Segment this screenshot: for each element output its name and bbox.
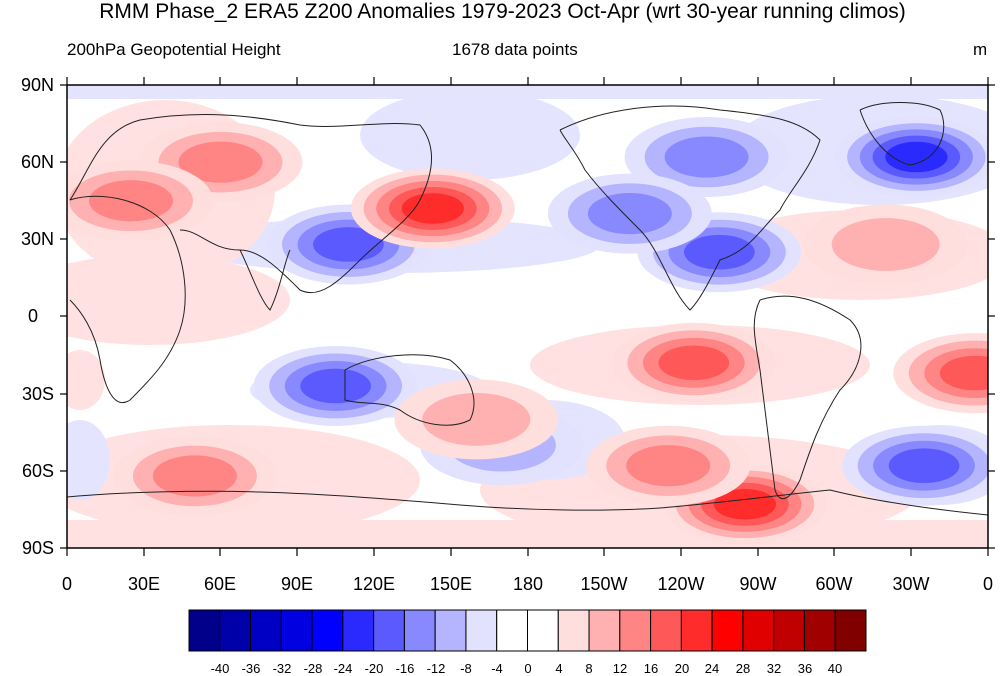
plot-title: RMM Phase_2 ERA5 Z200 Anomalies 1979-202…	[99, 0, 906, 23]
lat-label-30s: 30S	[21, 384, 54, 404]
negative-anomaly-contour	[888, 448, 960, 484]
colorbar-swatch	[250, 609, 282, 652]
colorbar-swatch	[373, 609, 405, 652]
positive-anomaly-contour	[658, 345, 730, 381]
lat-label-eq: 0	[27, 306, 38, 326]
colorbar-swatch	[557, 609, 590, 652]
positive-anomaly-contour	[713, 488, 777, 520]
anomaly-features	[67, 117, 988, 545]
positive-anomaly-contour	[422, 392, 531, 446]
lat-label-90n: 90N	[20, 75, 54, 95]
colorbar-swatch	[496, 609, 528, 652]
colorbar-swatch	[403, 609, 436, 652]
lon-label-150e: 150E	[429, 574, 473, 594]
lon-tick-marks	[66, 77, 989, 556]
colorbar-label: 0	[524, 661, 532, 676]
colorbar-swatch	[773, 609, 805, 652]
lat-tick-marks	[60, 84, 995, 549]
colorbar-label: -12	[426, 661, 446, 676]
colorbar-swatch	[742, 609, 775, 652]
colorbar-swatch	[219, 609, 252, 652]
colorbar-swatch	[311, 609, 344, 652]
positive-anomaly-contour	[831, 218, 940, 271]
colorbar-label: 16	[643, 661, 659, 676]
lat-label-90s: 90S	[21, 538, 54, 558]
colorbar-label: -40	[210, 661, 230, 676]
colorbar-label: 4	[555, 661, 563, 676]
colorbar-label: -16	[395, 661, 415, 676]
colorbar-label: 32	[766, 661, 782, 676]
colorbar-swatch	[465, 609, 498, 652]
lon-label-0: 0	[61, 574, 72, 594]
lon-label-0-east: 0	[982, 574, 993, 594]
lon-label-120w: 120W	[657, 574, 705, 594]
negative-anomaly-contour	[684, 234, 755, 270]
lon-label-90w: 90W	[739, 574, 777, 594]
colorbar-label: -24	[333, 661, 353, 676]
lon-label-180: 180	[512, 574, 544, 594]
colorbar-swatch	[680, 609, 713, 652]
negative-anomaly-contour	[313, 227, 384, 262]
positive-anomaly-contour	[152, 455, 237, 497]
colorbar-label: 12	[612, 661, 628, 676]
lat-label-30n: 30N	[20, 229, 54, 249]
lon-label-120e: 120E	[352, 574, 396, 594]
lon-label-30e: 30E	[127, 574, 161, 594]
colorbar-label: 28	[735, 661, 751, 676]
colorbar-label: 20	[674, 661, 690, 676]
colorbar-swatch	[650, 609, 682, 652]
positive-anomaly-contour	[88, 180, 173, 222]
colorbar-swatch	[803, 609, 836, 652]
positive-anomaly-contour	[939, 355, 988, 391]
lon-label-30w: 30W	[892, 574, 930, 594]
negative-anomaly-contour	[587, 193, 672, 235]
colorbar-label: -4	[491, 661, 503, 676]
colorbar-swatch	[342, 609, 375, 652]
left-subtitle: 200hPa Geopotential Height	[67, 40, 281, 59]
positive-anomaly-contour	[178, 141, 263, 183]
colorbar	[188, 609, 867, 652]
units-label: m	[973, 40, 988, 59]
lon-label-150w: 150W	[580, 574, 628, 594]
colorbar-swatch	[619, 609, 652, 652]
center-subtitle: 1678 data points	[452, 40, 578, 59]
lat-label-60n: 60N	[20, 152, 54, 172]
colorbar-label: -20	[364, 661, 384, 676]
colorbar-label: -36	[241, 661, 261, 676]
colorbar-swatch	[711, 609, 744, 652]
positive-anomaly-contour	[626, 445, 711, 487]
colorbar-label: 8	[585, 661, 593, 676]
coastlines	[67, 102, 988, 516]
colorbar-label: 40	[827, 661, 843, 676]
negative-anomaly-contour	[664, 136, 749, 178]
colorbar-swatch	[527, 609, 559, 652]
lat-label-60s: 60S	[21, 461, 54, 481]
colorbar-label: 36	[797, 661, 813, 676]
lon-label-90e: 90E	[280, 574, 314, 594]
lon-label-60e: 60E	[203, 574, 237, 594]
colorbar-label: -32	[272, 661, 292, 676]
colorbar-label: 24	[704, 661, 720, 676]
colorbar-swatch	[188, 609, 221, 652]
colorbar-label: -8	[460, 661, 472, 676]
positive-anomaly-contour	[401, 193, 464, 224]
lon-label-60w: 60W	[815, 574, 853, 594]
negative-anomaly-contour	[885, 141, 948, 173]
colorbar-swatch	[280, 609, 313, 652]
colorbar-swatch	[834, 609, 867, 652]
negative-anomaly-contour	[300, 368, 371, 404]
colorbar-swatch	[588, 609, 621, 652]
colorbar-label: -28	[303, 661, 323, 676]
colorbar-swatch	[434, 609, 467, 652]
